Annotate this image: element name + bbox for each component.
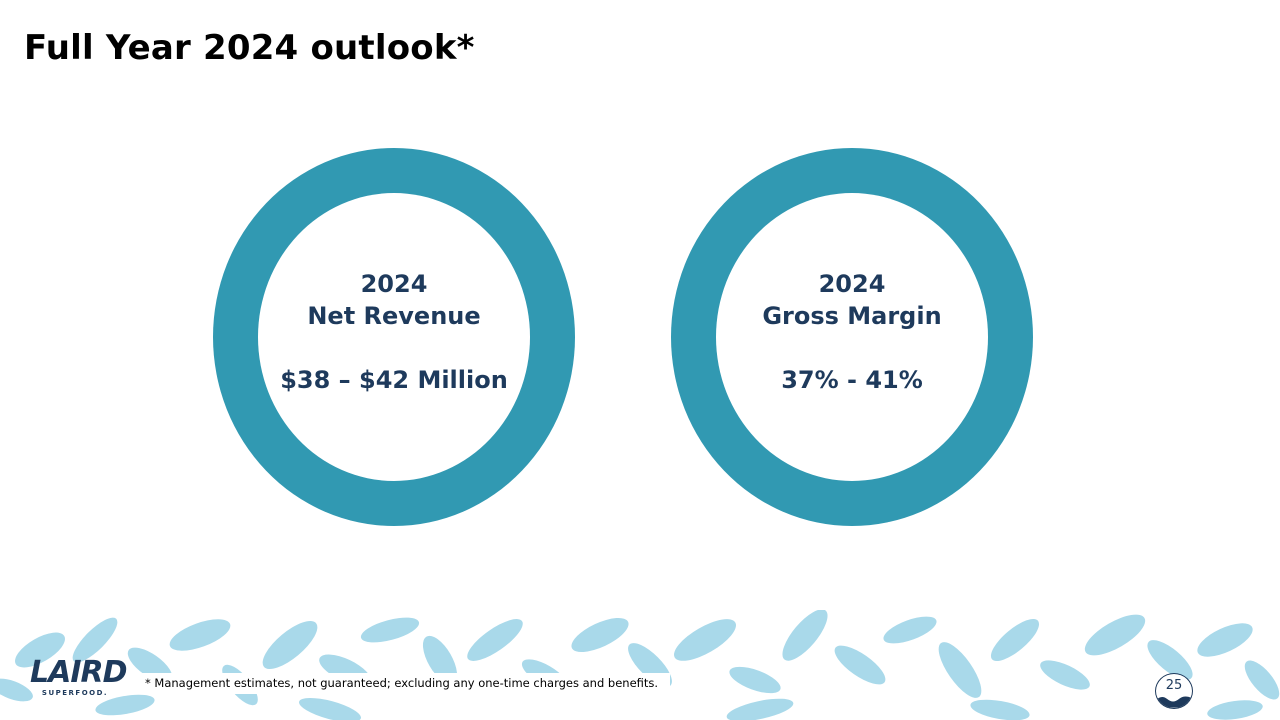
- net-revenue-year: 2024: [360, 270, 428, 298]
- net-revenue-content: 2024 Net Revenue $38 – $42 Million: [258, 193, 530, 481]
- gross-margin-ring: 2024 Gross Margin 37% - 41%: [671, 148, 1033, 526]
- net-revenue-ring: 2024 Net Revenue $38 – $42 Million: [213, 148, 575, 526]
- gross-margin-label: Gross Margin: [762, 302, 942, 330]
- net-revenue-label: Net Revenue: [307, 302, 481, 330]
- gross-margin-content: 2024 Gross Margin 37% - 41%: [716, 193, 988, 481]
- gross-margin-year: 2024: [818, 270, 886, 298]
- logo-wordmark: LAIRD: [30, 655, 128, 690]
- logo-subtitle: SUPERFOOD.: [41, 689, 109, 697]
- page-title: Full Year 2024 outlook*: [24, 28, 475, 68]
- company-logo: LAIRD SUPERFOOD.: [30, 655, 128, 702]
- net-revenue-value: $38 – $42 Million: [280, 366, 508, 394]
- footnote: * Management estimates, not guaranteed; …: [137, 673, 671, 694]
- wave-icon: [1156, 696, 1192, 708]
- page-number: 25: [1165, 678, 1183, 693]
- gross-margin-value: 37% - 41%: [781, 366, 923, 394]
- leaf-pattern-icon: [0, 610, 1280, 720]
- page-number-badge: 25: [1155, 673, 1193, 709]
